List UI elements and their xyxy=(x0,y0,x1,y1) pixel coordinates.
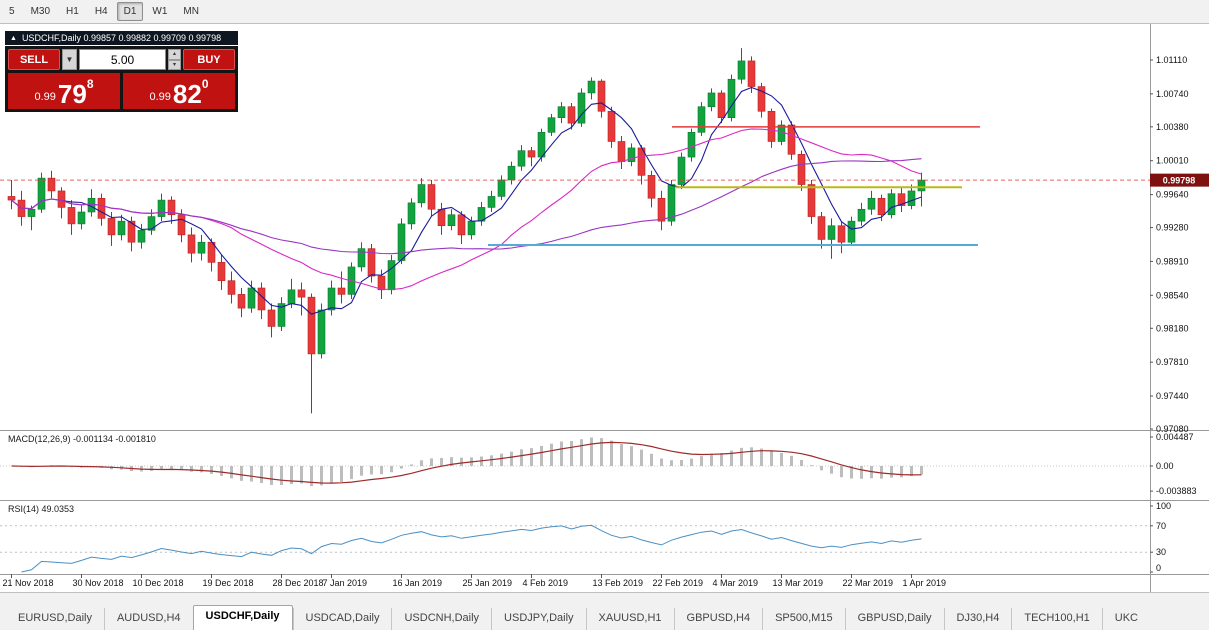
chart-tab-tech100-h1[interactable]: TECH100,H1 xyxy=(1011,608,1101,630)
chart-tab-bar: EURUSD,Daily AUDUSD,H4 USDCHF,Daily USDCAD,… xyxy=(0,592,1209,630)
svg-text:0.00: 0.00 xyxy=(1156,461,1174,471)
volume-spinner[interactable]: ▴ ▾ xyxy=(168,49,181,70)
chart-title-bar: ▲ USDCHF,Daily 0.99857 0.99882 0.99709 0… xyxy=(5,31,238,45)
horizontal-line-objects[interactable] xyxy=(488,126,980,246)
svg-text:4 Mar 2019: 4 Mar 2019 xyxy=(713,578,759,588)
svg-text:70: 70 xyxy=(1156,521,1166,531)
volume-input[interactable] xyxy=(79,49,166,70)
svg-text:0.98180: 0.98180 xyxy=(1156,323,1189,333)
svg-text:1.01110: 1.01110 xyxy=(1156,55,1187,65)
svg-text:1.00380: 1.00380 xyxy=(1156,122,1189,132)
svg-text:0.97810: 0.97810 xyxy=(1156,357,1189,367)
sell-price-pip: 8 xyxy=(86,77,94,91)
buy-button[interactable]: BUY xyxy=(183,49,235,70)
svg-text:0: 0 xyxy=(1156,563,1161,573)
rsi-indicator: 100 70 30 0 xyxy=(0,501,1171,573)
svg-text:1 Apr 2019: 1 Apr 2019 xyxy=(903,578,947,588)
buy-price-display[interactable]: 0.99 82 0 xyxy=(123,73,235,109)
chart-tab-gbpusd-h4[interactable]: GBPUSD,H4 xyxy=(673,608,763,630)
buy-price-pip: 0 xyxy=(201,77,209,91)
svg-text:7 Jan 2019: 7 Jan 2019 xyxy=(323,578,368,588)
svg-text:19 Dec 2018: 19 Dec 2018 xyxy=(203,578,254,588)
chart-tab-audusd-h4[interactable]: AUDUSD,H4 xyxy=(103,608,193,630)
svg-text:13 Mar 2019: 13 Mar 2019 xyxy=(773,578,824,588)
svg-text:25 Jan 2019: 25 Jan 2019 xyxy=(463,578,513,588)
svg-text:21 Nov 2018: 21 Nov 2018 xyxy=(3,578,54,588)
volume-dropdown[interactable]: ▼ xyxy=(62,49,77,70)
moving-average-lines xyxy=(11,86,922,315)
chart-tab-usdcnh-daily[interactable]: USDCNH,Daily xyxy=(391,608,491,630)
svg-text:30: 30 xyxy=(1156,547,1166,557)
buy-price-prefix: 0.99 xyxy=(149,91,171,103)
svg-text:0.98540: 0.98540 xyxy=(1156,290,1189,300)
grid-layer xyxy=(0,24,1209,592)
svg-text:22 Mar 2019: 22 Mar 2019 xyxy=(843,578,894,588)
timeframe-button-MN[interactable]: MN xyxy=(183,6,199,17)
sell-price-display[interactable]: 0.99 79 8 xyxy=(8,73,120,109)
chart-tab-eurusd-daily[interactable]: EURUSD,Daily xyxy=(18,612,92,624)
timeframe-button-5[interactable]: 5 xyxy=(9,6,15,17)
panel-collapse-icon[interactable]: ▲ xyxy=(10,34,17,42)
chart-tab-usdcad-daily[interactable]: USDCAD,Daily xyxy=(292,608,392,630)
chart-title-text: USDCHF,Daily 0.99857 0.99882 0.99709 0.9… xyxy=(21,33,222,43)
svg-text:0.97440: 0.97440 xyxy=(1156,391,1189,401)
svg-text:1.00740: 1.00740 xyxy=(1156,89,1189,99)
price-axis: 1.01110 1.00740 1.00380 1.00010 0.99640 0.992… xyxy=(1150,55,1189,434)
timeframe-button-M30[interactable]: M30 xyxy=(30,6,51,17)
date-axis: 21 Nov 2018 30 Nov 2018 10 Dec 2018 19 Dec … xyxy=(3,574,947,588)
svg-text:28 Dec 2018: 28 Dec 2018 xyxy=(273,578,324,588)
svg-text:1.00010: 1.00010 xyxy=(1156,156,1189,166)
svg-text:16 Jan 2019: 16 Jan 2019 xyxy=(393,578,443,588)
chart-tab-dj30-h4[interactable]: DJ30,H4 xyxy=(943,608,1012,630)
sell-price-big: 79 xyxy=(57,79,87,109)
svg-text:13 Feb 2019: 13 Feb 2019 xyxy=(593,578,644,588)
chart-tab-xauusd-h1[interactable]: XAUUSD,H1 xyxy=(585,608,674,630)
svg-text:0.99640: 0.99640 xyxy=(1156,190,1189,200)
svg-text:10 Dec 2018: 10 Dec 2018 xyxy=(133,578,184,588)
candles-layer xyxy=(7,48,926,414)
chart-tab-sp500-m15[interactable]: SP500,M15 xyxy=(762,608,844,630)
svg-text:30 Nov 2018: 30 Nov 2018 xyxy=(73,578,124,588)
svg-text:22 Feb 2019: 22 Feb 2019 xyxy=(653,578,704,588)
spin-down-icon[interactable]: ▾ xyxy=(168,59,181,70)
one-click-trading-panel: SELL ▼ ▴ ▾ BUY 0.99 79 8 0.99 82 0 xyxy=(5,46,238,112)
rsi-pane-label: RSI(14) 49.0353 xyxy=(8,504,75,514)
chart-tab-usdchf-daily[interactable]: USDCHF,Daily xyxy=(192,605,293,630)
chevron-down-icon: ▼ xyxy=(65,55,74,64)
chart-tab-ukc[interactable]: UKC xyxy=(1101,608,1150,630)
timeframe-button-W1[interactable]: W1 xyxy=(152,6,168,17)
timeframe-bar: 5 M30 H1 H4 D1 W1 MN xyxy=(0,0,1209,24)
buy-price-big: 82 xyxy=(172,79,202,109)
macd-pane-label: MACD(12,26,9) -0.001134 -0.001810 xyxy=(8,434,156,444)
price-badge xyxy=(1150,173,1209,187)
svg-text:4 Feb 2019: 4 Feb 2019 xyxy=(523,578,569,588)
svg-text:0.99280: 0.99280 xyxy=(1156,223,1189,233)
timeframe-button-H4[interactable]: H4 xyxy=(94,6,108,17)
chart-tab-gbpusd-daily[interactable]: GBPUSD,Daily xyxy=(844,608,944,630)
svg-text:100: 100 xyxy=(1156,501,1171,511)
timeframe-button-H1[interactable]: H1 xyxy=(66,6,79,17)
svg-text:0.004487: 0.004487 xyxy=(1156,432,1194,442)
svg-text:-0.003883: -0.003883 xyxy=(1156,486,1197,496)
svg-text:0.98910: 0.98910 xyxy=(1156,256,1189,266)
svg-text:0.97080: 0.97080 xyxy=(1156,424,1189,434)
chart-tab-usdjpy-daily[interactable]: USDJPY,Daily xyxy=(491,608,586,630)
sell-button[interactable]: SELL xyxy=(8,49,60,70)
spin-up-icon[interactable]: ▴ xyxy=(168,49,181,60)
timeframe-button-D1[interactable]: D1 xyxy=(116,2,144,21)
macd-indicator: 0.004487 0.00 -0.003883 xyxy=(0,432,1197,496)
svg-text:0.99798: 0.99798 xyxy=(1163,176,1196,186)
sell-price-prefix: 0.99 xyxy=(34,91,56,103)
